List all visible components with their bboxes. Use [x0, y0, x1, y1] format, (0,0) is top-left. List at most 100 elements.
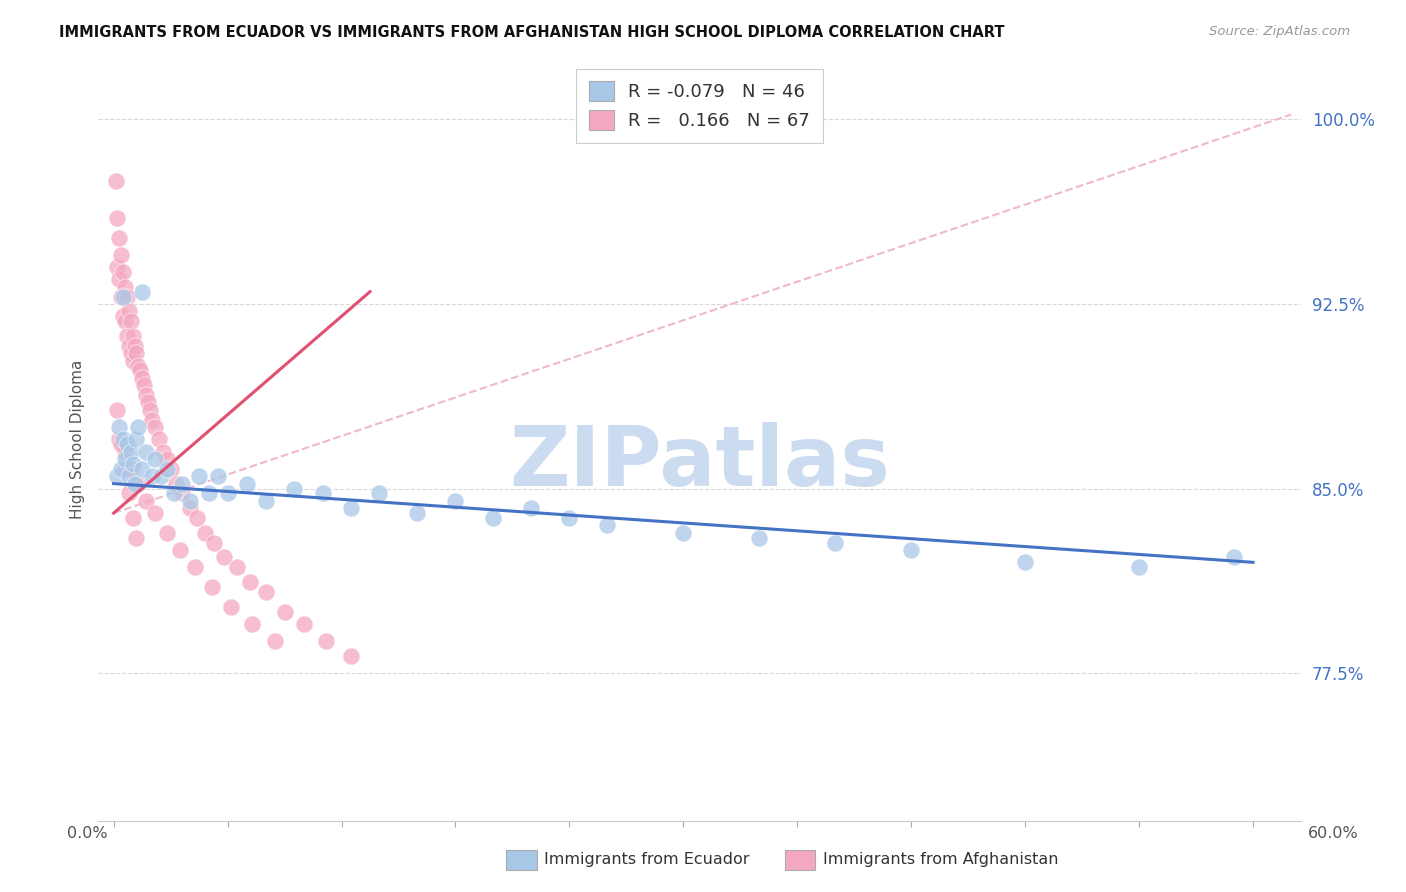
Point: [748, 531, 770, 545]
Point: [340, 501, 363, 516]
Point: [108, 420, 131, 434]
Point: [114, 314, 136, 328]
Point: [121, 353, 143, 368]
Text: 0.0%: 0.0%: [67, 827, 107, 841]
Point: [194, 525, 217, 540]
Point: [110, 462, 132, 476]
Point: [170, 476, 193, 491]
Point: [120, 346, 142, 360]
Point: [145, 420, 167, 434]
Point: [120, 444, 142, 458]
Point: [156, 452, 179, 467]
Point: [221, 599, 243, 614]
Point: [444, 493, 467, 508]
Point: [340, 648, 363, 663]
Point: [121, 457, 143, 471]
Point: [124, 476, 146, 491]
Text: ZIPatlas: ZIPatlas: [509, 422, 890, 503]
Point: [114, 279, 136, 293]
Point: [520, 501, 543, 516]
Point: [1223, 550, 1246, 565]
Point: [217, 486, 239, 500]
Point: [239, 574, 262, 589]
Point: [368, 486, 391, 500]
Point: [129, 363, 152, 377]
Point: [110, 290, 132, 304]
Point: [107, 469, 129, 483]
Point: [240, 616, 263, 631]
Point: [311, 486, 333, 500]
Point: [163, 486, 186, 500]
Point: [135, 444, 157, 458]
Point: [152, 444, 174, 458]
Point: [273, 605, 295, 619]
Point: [283, 482, 305, 496]
Point: [900, 543, 922, 558]
Point: [156, 462, 179, 476]
Point: [118, 469, 141, 483]
Text: 60.0%: 60.0%: [1308, 827, 1358, 841]
Point: [672, 525, 695, 540]
Point: [127, 476, 149, 491]
Point: [596, 518, 619, 533]
Point: [264, 634, 287, 648]
Point: [202, 535, 225, 549]
Point: [125, 346, 148, 360]
Point: [115, 329, 138, 343]
Point: [141, 469, 163, 483]
Point: [104, 174, 127, 188]
Point: [150, 469, 173, 483]
Point: [121, 329, 143, 343]
Point: [197, 486, 219, 500]
Legend: R = -0.079   N = 46, R =   0.166   N = 67: R = -0.079 N = 46, R = 0.166 N = 67: [576, 69, 823, 143]
Point: [145, 506, 167, 520]
Point: [179, 493, 201, 508]
Point: [159, 462, 181, 476]
Point: [254, 493, 277, 508]
Point: [125, 432, 148, 446]
Point: [120, 314, 142, 328]
Point: [1128, 560, 1150, 574]
Point: [169, 543, 191, 558]
Point: [148, 432, 170, 446]
Point: [112, 432, 135, 446]
Point: [112, 265, 135, 279]
Point: [121, 511, 143, 525]
Point: [138, 402, 160, 417]
Point: [107, 402, 129, 417]
Point: [136, 395, 159, 409]
Point: [115, 437, 138, 451]
Point: [115, 290, 138, 304]
Point: [131, 371, 153, 385]
Point: [108, 230, 131, 244]
Text: Immigrants from Ecuador: Immigrants from Ecuador: [544, 853, 749, 867]
Point: [110, 437, 132, 451]
Point: [118, 486, 141, 500]
Point: [127, 420, 149, 434]
Point: [118, 304, 141, 318]
Point: [186, 511, 208, 525]
Point: [110, 248, 132, 262]
Point: [114, 444, 136, 458]
Point: [141, 412, 163, 426]
Point: [165, 476, 187, 491]
Text: Source: ZipAtlas.com: Source: ZipAtlas.com: [1209, 25, 1350, 38]
Point: [131, 285, 153, 299]
Point: [184, 560, 207, 574]
Point: [235, 476, 257, 491]
Point: [120, 462, 142, 476]
Point: [114, 462, 136, 476]
Point: [482, 511, 505, 525]
Point: [135, 493, 157, 508]
Point: [112, 310, 135, 324]
Point: [207, 469, 229, 483]
Point: [558, 511, 581, 525]
Point: [114, 452, 136, 467]
Point: [118, 339, 141, 353]
Point: [108, 272, 131, 286]
Point: [1014, 555, 1036, 569]
Point: [254, 584, 277, 599]
Point: [127, 359, 149, 373]
Point: [124, 339, 146, 353]
Point: [125, 531, 148, 545]
